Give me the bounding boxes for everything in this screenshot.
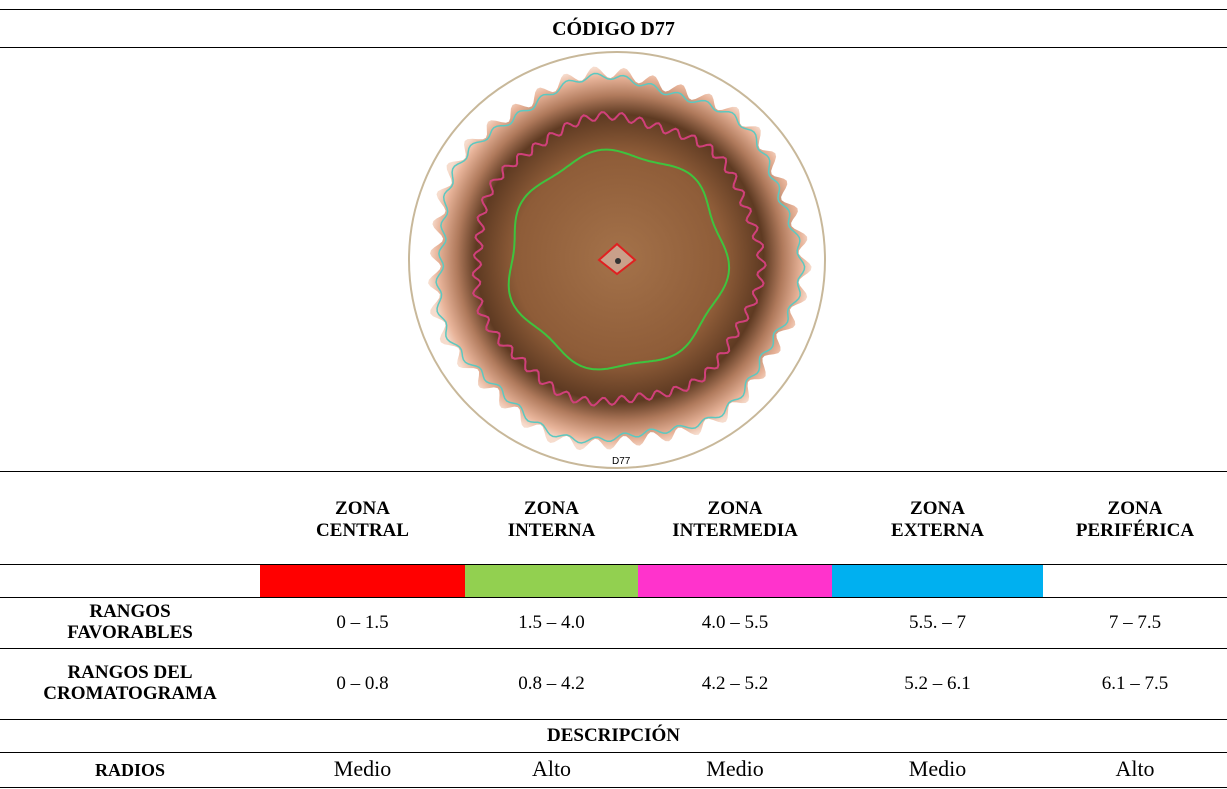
cell: 5.2 – 6.1	[904, 672, 971, 694]
zone-color	[638, 564, 832, 597]
rule	[0, 471, 1227, 472]
cell: 1.5 – 4.0	[518, 611, 585, 633]
cell: 5.5. – 7	[909, 611, 966, 633]
zone-header: ZONA	[707, 498, 763, 519]
zone-header: CENTRAL	[316, 520, 409, 541]
row-label: FAVORABLES	[67, 621, 193, 643]
chromatogram-image: D77	[408, 51, 826, 469]
rule	[0, 719, 1227, 720]
rule	[0, 648, 1227, 649]
zone-header: INTERMEDIA	[672, 520, 798, 541]
row-label: RANGOS DEL	[67, 661, 193, 683]
zone-color	[832, 564, 1043, 597]
zone-header: ZONA	[335, 498, 390, 519]
zone-header: EXTERNA	[891, 520, 984, 541]
cell: 0.8 – 4.2	[518, 672, 585, 694]
zone-header: PERIFÉRICA	[1075, 520, 1195, 541]
cell: 7 – 7.5	[1108, 611, 1162, 633]
row-label: CROMATOGRAMA	[43, 682, 217, 704]
cell: 4.0 – 5.5	[701, 611, 769, 633]
row-label: RANGOS	[89, 600, 171, 622]
cell: 0 – 1.5	[336, 611, 389, 633]
rule	[0, 597, 1227, 598]
cell: Medio	[333, 756, 392, 781]
zone-color	[465, 564, 638, 597]
rule	[0, 752, 1227, 753]
zone-header: ZONA	[1107, 498, 1163, 519]
cell: 6.1 – 7.5	[1101, 672, 1169, 694]
zone-header: ZONA	[524, 498, 579, 519]
rule	[0, 47, 1227, 48]
row-label: RADIOS	[94, 760, 165, 780]
image-label: D77	[612, 456, 631, 467]
zone-header: INTERNA	[507, 520, 596, 541]
cell: Alto	[1115, 756, 1155, 781]
cell: 0 – 0.8	[336, 672, 389, 694]
cell: Alto	[531, 756, 572, 781]
title: CÓDIGO D77	[552, 18, 675, 40]
cell: Medio	[706, 756, 764, 781]
section-title: DESCRIPCIÓN	[546, 725, 681, 746]
rule	[0, 9, 1227, 10]
rule	[0, 564, 1227, 565]
cell: Medio	[908, 756, 967, 781]
cell: 4.2 – 5.2	[701, 672, 769, 694]
zone-color	[260, 564, 465, 597]
rule	[0, 787, 1227, 788]
zone-header: ZONA	[910, 498, 965, 519]
